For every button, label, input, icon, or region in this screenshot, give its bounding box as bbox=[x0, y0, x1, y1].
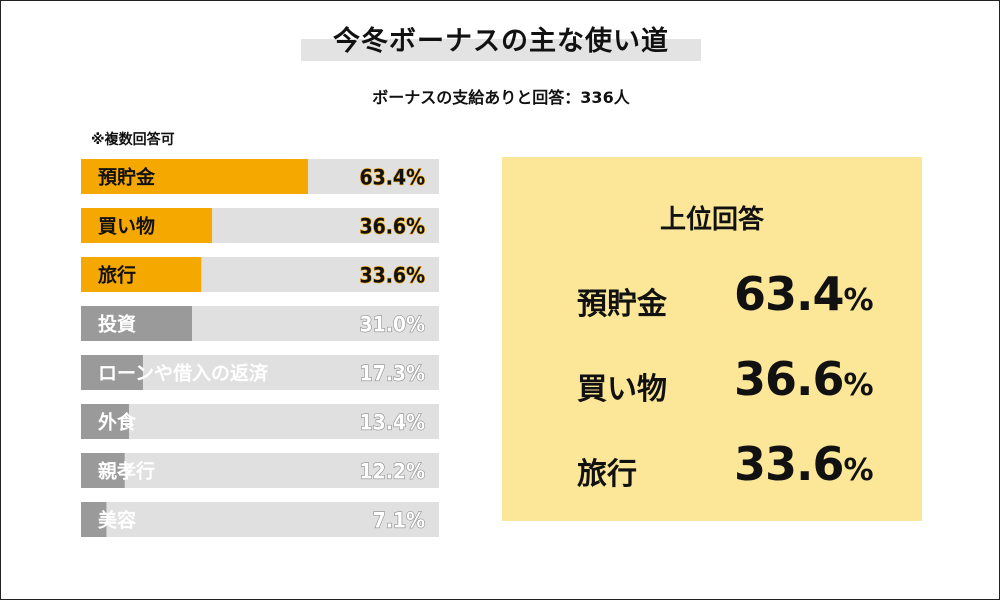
bar bbox=[81, 502, 107, 537]
bar bbox=[81, 208, 213, 243]
multiple-answers-note: ※複数回答可 bbox=[91, 132, 175, 148]
bar bbox=[81, 355, 143, 390]
bar-track bbox=[81, 502, 439, 537]
top-answer-label: 旅行 bbox=[577, 457, 637, 492]
bar-value-label: 36.6% bbox=[359, 215, 425, 239]
top-answer-row: 預貯金 63.4% bbox=[502, 267, 922, 327]
bar-category-label: ローンや借入の返済 bbox=[98, 362, 269, 385]
chart-subtitle: ボーナスの支給ありと回答：336人 bbox=[372, 88, 630, 107]
top-answer-value: 63.4% bbox=[734, 267, 874, 321]
bar bbox=[81, 159, 308, 194]
top-answer-row: 買い物 36.6% bbox=[502, 352, 922, 412]
bar-value-label: 31.0% bbox=[359, 313, 425, 337]
bar-track bbox=[81, 453, 439, 488]
top-answer-value: 33.6% bbox=[734, 437, 874, 491]
bar-value-label: 17.3% bbox=[359, 362, 425, 386]
bar bbox=[81, 257, 202, 292]
bar-value-label: 13.4% bbox=[359, 411, 425, 435]
bar bbox=[81, 404, 129, 439]
bar-category-label: 親孝行 bbox=[98, 460, 155, 483]
bar-category-label: 預貯金 bbox=[98, 166, 156, 189]
bar-category-label: 買い物 bbox=[98, 215, 155, 238]
bar-value-label: 12.2% bbox=[359, 460, 425, 484]
bar-value-label: 7.1% bbox=[373, 509, 425, 533]
top-answer-value: 36.6% bbox=[734, 352, 874, 406]
top-answer-label: 預貯金 bbox=[577, 287, 667, 322]
top-answer-label: 買い物 bbox=[577, 372, 667, 407]
bar-value-label: 33.6% bbox=[359, 264, 425, 288]
bar-category-label: 外食 bbox=[98, 411, 137, 434]
top-answers-panel: 上位回答 預貯金 63.4% 買い物 36.6% 旅行 33.6% bbox=[502, 157, 922, 521]
top-answer-row: 旅行 33.6% bbox=[502, 437, 922, 497]
top-answers-title: 上位回答 bbox=[659, 205, 764, 235]
bar bbox=[81, 306, 192, 341]
bar bbox=[81, 453, 125, 488]
bar-category-label: 美容 bbox=[98, 509, 136, 532]
title-highlight-band bbox=[301, 39, 701, 61]
bar-category-label: 旅行 bbox=[98, 264, 136, 287]
bar-track bbox=[81, 404, 439, 439]
bar-category-label: 投資 bbox=[98, 313, 136, 336]
bar-value-label: 63.4% bbox=[359, 166, 425, 190]
chart-title: 今冬ボーナスの主な使い道 bbox=[333, 26, 669, 57]
